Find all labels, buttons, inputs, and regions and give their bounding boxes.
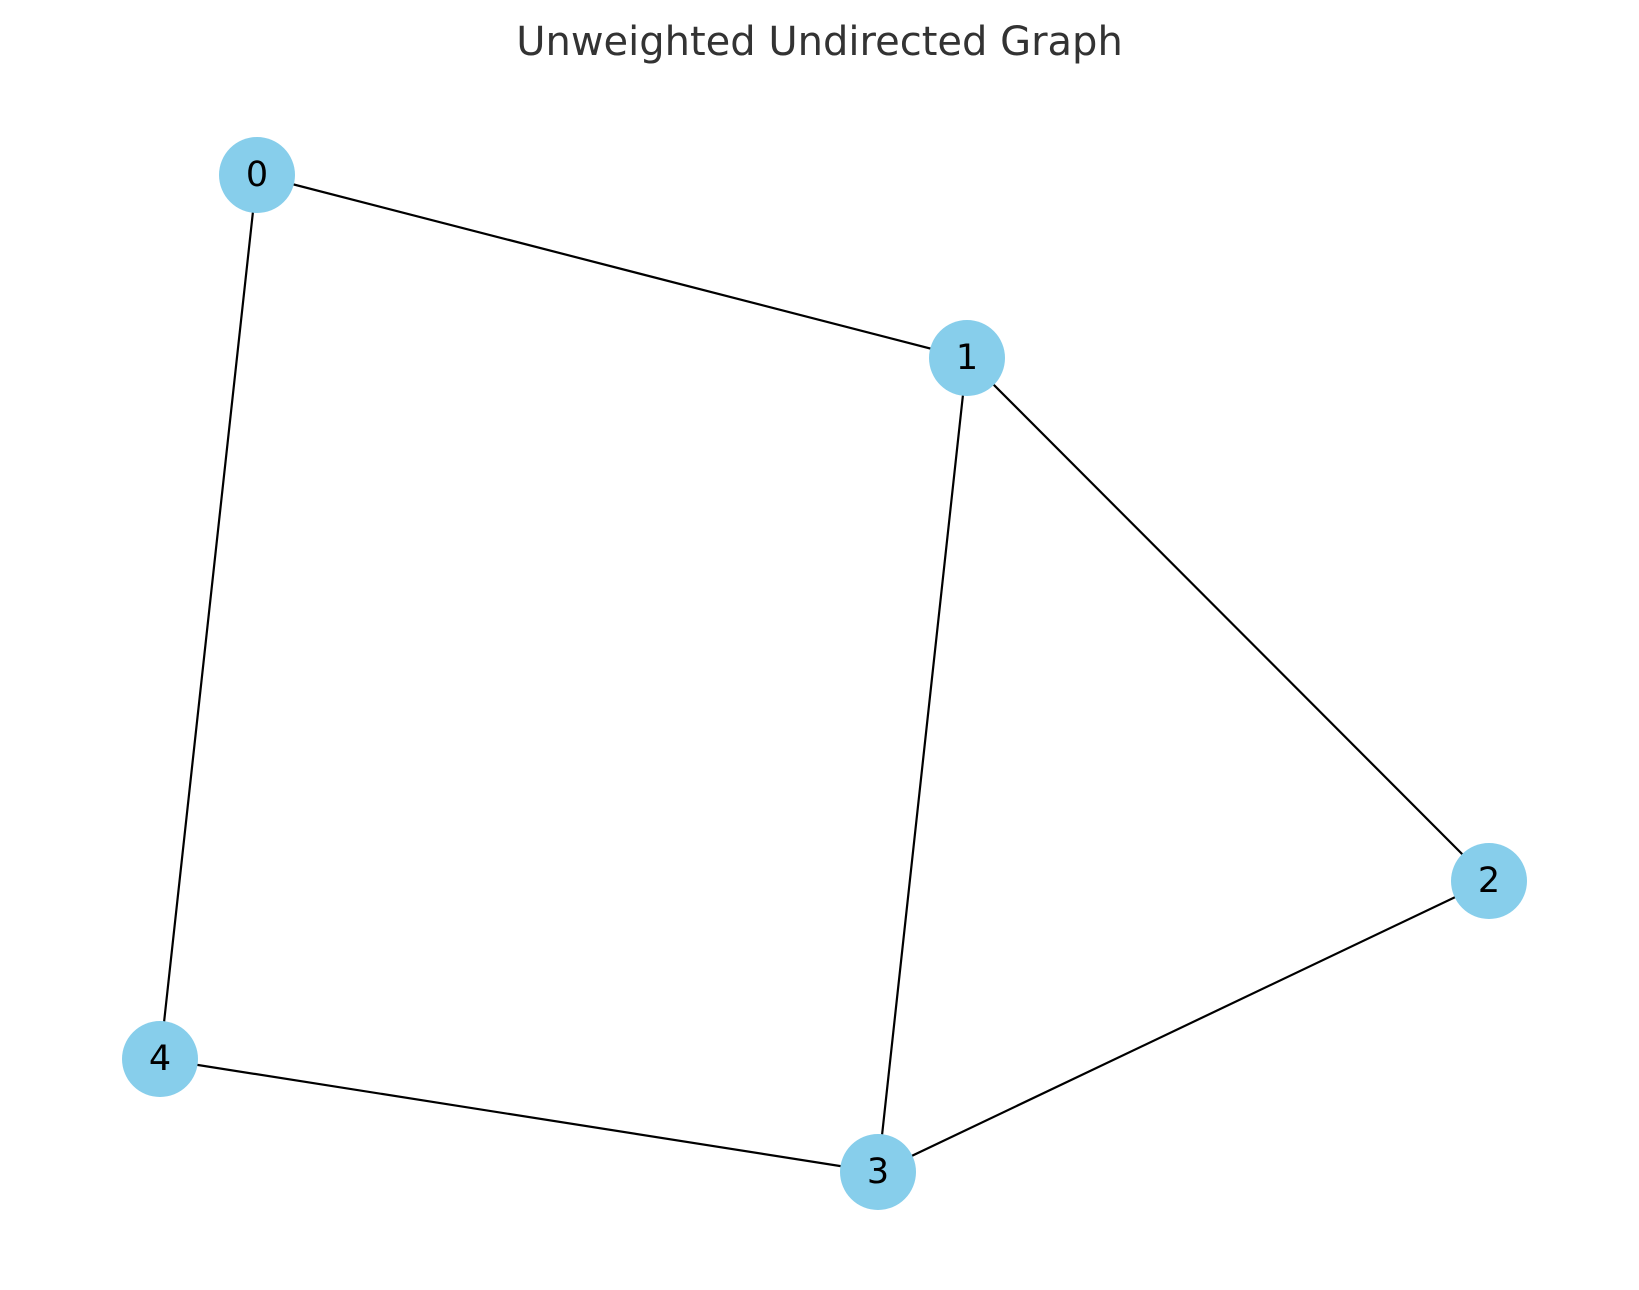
node-circle-2 bbox=[1451, 843, 1527, 919]
node-1: 1 bbox=[929, 320, 1005, 396]
edges-layer bbox=[158, 173, 1490, 1174]
node-label-1: 1 bbox=[956, 338, 978, 378]
node-circle-4 bbox=[122, 1021, 198, 1097]
edge-1-3 bbox=[876, 357, 969, 1173]
node-circle-0 bbox=[219, 137, 295, 213]
node-4: 4 bbox=[122, 1021, 198, 1097]
nodes-layer: 0 1 2 3 4 bbox=[122, 137, 1527, 1210]
edge-2-3 bbox=[877, 880, 1490, 1173]
graph-title: Unweighted Undirected Graph bbox=[516, 19, 1123, 65]
node-3: 3 bbox=[840, 1134, 916, 1210]
node-label-4: 4 bbox=[149, 1039, 171, 1079]
node-circle-3 bbox=[840, 1134, 916, 1210]
node-label-3: 3 bbox=[867, 1152, 889, 1192]
node-2: 2 bbox=[1451, 843, 1527, 919]
node-label-2: 2 bbox=[1478, 861, 1500, 901]
node-circle-1 bbox=[929, 320, 1005, 396]
edge-0-1 bbox=[256, 173, 968, 360]
edge-1-2 bbox=[966, 357, 1490, 882]
edge-3-4 bbox=[159, 1057, 879, 1174]
node-0: 0 bbox=[219, 137, 295, 213]
edge-0-4 bbox=[158, 174, 259, 1060]
node-label-0: 0 bbox=[246, 155, 268, 195]
